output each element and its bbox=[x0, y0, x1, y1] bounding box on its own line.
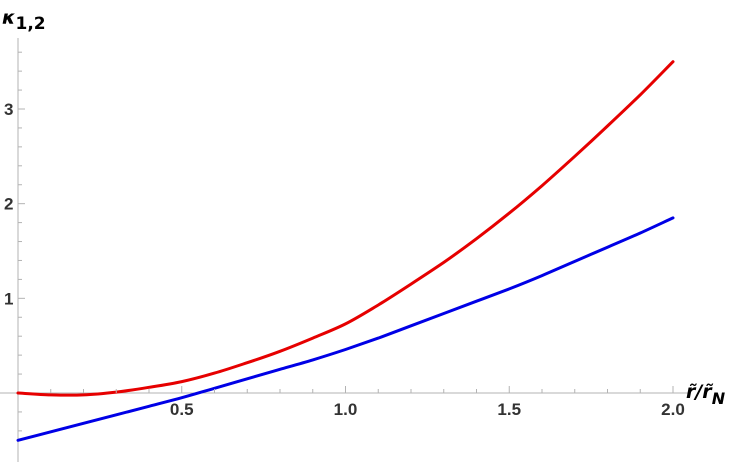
y-tick-label: 1 bbox=[4, 289, 13, 308]
x-axis-ticks: 0.5 1.0 1.5 2.0 bbox=[50, 386, 685, 419]
y-tick-label: 2 bbox=[4, 195, 13, 214]
x-axis-label: r̃/r̃N bbox=[686, 381, 726, 408]
x-tick-label: 2.0 bbox=[661, 400, 685, 419]
series-line-red bbox=[16, 60, 675, 397]
x-tick-label: 1.5 bbox=[497, 400, 521, 419]
x-tick-label: 0.5 bbox=[170, 400, 194, 419]
axes bbox=[0, 38, 690, 462]
series-line-blue bbox=[16, 216, 675, 442]
y-axis-ticks: 1 2 3 bbox=[4, 51, 25, 432]
series-layer bbox=[16, 60, 675, 442]
y-axis-label: κ1,2 bbox=[2, 7, 46, 34]
y-tick-label: 3 bbox=[4, 100, 13, 119]
x-tick-label: 1.0 bbox=[334, 400, 358, 419]
